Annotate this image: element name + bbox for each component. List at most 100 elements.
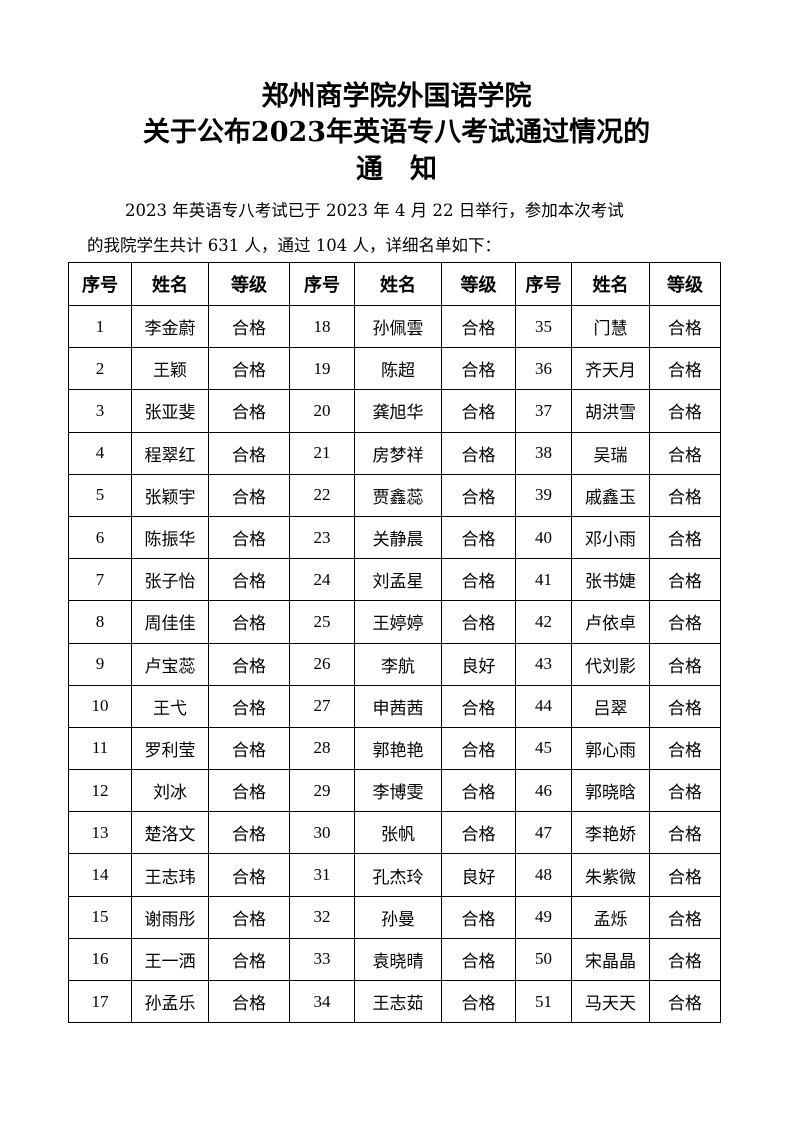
student-name: 张书婕 — [571, 558, 650, 602]
table-row: 5 张颖宇 合格 22 贾鑫蕊 合格 39 戚鑫玉 合格 — [68, 473, 721, 517]
table-row: 15 谢雨彤 合格 32 孙曼 合格 49 孟烁 合格 — [68, 895, 721, 939]
student-grade: 合格 — [208, 811, 290, 855]
student-name: 陈超 — [354, 347, 442, 391]
student-name: 刘冰 — [131, 769, 209, 813]
student-grade: 合格 — [441, 937, 516, 982]
student-grade: 合格 — [649, 937, 721, 982]
student-grade: 合格 — [649, 304, 721, 349]
student-name: 王颖 — [131, 347, 209, 391]
student-no: 25 — [289, 600, 355, 644]
student-grade: 合格 — [441, 389, 516, 433]
student-grade: 合格 — [649, 389, 721, 433]
table-row: 6 陈振华 合格 23 关静晨 合格 40 邓小雨 合格 — [68, 515, 721, 560]
student-name: 李艳娇 — [571, 811, 650, 855]
student-name: 卢宝蕊 — [131, 642, 209, 686]
student-grade: 合格 — [649, 473, 721, 517]
student-grade: 合格 — [649, 347, 721, 391]
student-grade: 合格 — [441, 558, 516, 602]
student-name: 胡洪雪 — [571, 389, 650, 433]
student-grade: 合格 — [208, 431, 290, 475]
student-no: 49 — [515, 895, 572, 939]
student-name: 罗利莹 — [131, 726, 209, 771]
student-name: 门慧 — [571, 304, 650, 349]
student-name: 朱紫微 — [571, 853, 650, 897]
student-name: 宋晶晶 — [571, 937, 650, 982]
student-grade: 合格 — [208, 726, 290, 771]
student-name: 王婷婷 — [354, 600, 442, 644]
student-no: 7 — [68, 558, 132, 602]
student-no: 28 — [289, 726, 355, 771]
student-grade: 合格 — [649, 600, 721, 644]
student-no: 4 — [68, 431, 132, 475]
student-grade: 合格 — [649, 431, 721, 475]
student-name: 邓小雨 — [571, 515, 650, 560]
student-no: 18 — [289, 304, 355, 349]
column-header-grade: 等级 — [649, 262, 721, 306]
student-name: 戚鑫玉 — [571, 473, 650, 517]
student-no: 11 — [68, 726, 132, 771]
student-no: 38 — [515, 431, 572, 475]
student-name: 刘孟星 — [354, 558, 442, 602]
student-grade: 合格 — [208, 389, 290, 433]
student-no: 47 — [515, 811, 572, 855]
student-name: 郭晓晗 — [571, 769, 650, 813]
table-row: 4 程翠红 合格 21 房梦祥 合格 38 吴瑞 合格 — [68, 431, 721, 475]
student-no: 27 — [289, 684, 355, 728]
student-name: 吴瑞 — [571, 431, 650, 475]
student-no: 23 — [289, 515, 355, 560]
student-no: 26 — [289, 642, 355, 686]
student-grade: 合格 — [441, 473, 516, 517]
student-name: 王志茹 — [354, 979, 442, 1024]
student-name: 王志玮 — [131, 853, 209, 897]
document-title-line1: 郑州商学院外国语学院 — [261, 81, 532, 112]
results-table: 序号 姓名 等级 序号 姓名 等级 序号 姓名 等级 1 李金蔚 合格 18 孙佩雲 合格 35 门慧 合格 2 王… — [68, 262, 721, 1024]
student-no: 37 — [515, 389, 572, 433]
student-name: 马天天 — [571, 979, 650, 1024]
student-name: 李航 — [354, 642, 442, 686]
table-row: 2 王颖 合格 19 陈超 合格 36 齐天月 合格 — [68, 347, 721, 391]
student-name: 张子怡 — [131, 558, 209, 602]
student-name: 李博雯 — [354, 769, 442, 813]
student-no: 16 — [68, 937, 132, 982]
student-grade: 合格 — [649, 979, 721, 1024]
student-grade: 合格 — [649, 726, 721, 771]
student-name: 张亚斐 — [131, 389, 209, 433]
column-header-name: 姓名 — [571, 262, 650, 306]
student-no: 44 — [515, 684, 572, 728]
student-name: 楚洛文 — [131, 811, 209, 855]
student-no: 32 — [289, 895, 355, 939]
student-grade: 合格 — [649, 515, 721, 560]
student-grade: 合格 — [649, 558, 721, 602]
student-no: 2 — [68, 347, 132, 391]
student-name: 龚旭华 — [354, 389, 442, 433]
student-no: 36 — [515, 347, 572, 391]
student-no: 6 — [68, 515, 132, 560]
student-no: 5 — [68, 473, 132, 517]
student-no: 48 — [515, 853, 572, 897]
student-name: 李金蔚 — [131, 304, 209, 349]
student-name: 房梦祥 — [354, 431, 442, 475]
student-no: 13 — [68, 811, 132, 855]
student-grade: 合格 — [441, 684, 516, 728]
student-no: 31 — [289, 853, 355, 897]
student-no: 12 — [68, 769, 132, 813]
student-grade: 合格 — [208, 600, 290, 644]
student-grade: 合格 — [208, 769, 290, 813]
student-grade: 合格 — [441, 979, 516, 1024]
student-name: 孙佩雲 — [354, 304, 442, 349]
student-grade: 合格 — [649, 684, 721, 728]
column-header-name: 姓名 — [354, 262, 442, 306]
student-no: 29 — [289, 769, 355, 813]
student-grade: 合格 — [441, 895, 516, 939]
intro-paragraph-line2: 的我院学生共计 631 人，通过 104 人，详细名单如下： — [87, 236, 501, 255]
student-grade: 合格 — [441, 304, 516, 349]
table-row: 16 王一洒 合格 33 袁晓晴 合格 50 宋晶晶 合格 — [68, 937, 721, 982]
student-no: 14 — [68, 853, 132, 897]
student-grade: 合格 — [649, 642, 721, 686]
student-no: 39 — [515, 473, 572, 517]
student-name: 郭心雨 — [571, 726, 650, 771]
student-name: 齐天月 — [571, 347, 650, 391]
student-grade: 合格 — [208, 853, 290, 897]
student-no: 51 — [515, 979, 572, 1024]
student-no: 35 — [515, 304, 572, 349]
